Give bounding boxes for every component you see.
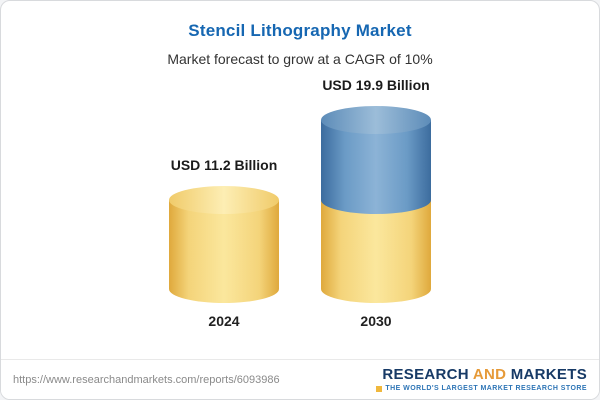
bar-top-cap-2030 [321, 106, 431, 134]
logo-word-and: AND [472, 365, 507, 383]
bar-group-2030: USD 19.9 Billion 2030 [321, 77, 431, 329]
bar-value-label-2024: USD 11.2 Billion [170, 157, 278, 173]
cylinder-bar-2024 [169, 186, 279, 303]
chart-header: Stencil Lithography Market Market foreca… [1, 1, 599, 67]
chart-area: USD 11.2 Billion 2024 USD 19.9 Billion 2… [1, 77, 599, 329]
category-label-2024: 2024 [208, 313, 240, 329]
logo-tagline: THE WORLD'S LARGEST MARKET RESEARCH STOR… [385, 385, 587, 393]
footer: https://www.researchandmarkets.com/repor… [1, 359, 599, 399]
chart-subtitle: Market forecast to grow at a CAGR of 10% [167, 51, 433, 67]
bar-segment-2024-yellow [169, 200, 279, 303]
page-title: Stencil Lithography Market [188, 21, 412, 40]
category-label-2030: 2030 [360, 313, 392, 329]
bar-value-label-2030: USD 19.9 Billion [322, 77, 430, 93]
cylinder-bar-2030 [321, 106, 431, 303]
yellow-square-icon [376, 386, 383, 393]
logo-wordmark: RESEARCH AND MARKETS [376, 366, 587, 383]
logo-word-markets: MARKETS [510, 365, 587, 383]
research-and-markets-logo: RESEARCH AND MARKETS THE WORLD'S LARGEST… [376, 366, 587, 393]
logo-word-research: RESEARCH [382, 365, 469, 383]
logo-tagline-row: THE WORLD'S LARGEST MARKET RESEARCH STOR… [376, 385, 587, 393]
report-url-link[interactable]: https://www.researchandmarkets.com/repor… [13, 373, 280, 386]
bar-top-cap-2024 [169, 186, 279, 214]
bar-group-2024: USD 11.2 Billion 2024 [169, 157, 279, 329]
